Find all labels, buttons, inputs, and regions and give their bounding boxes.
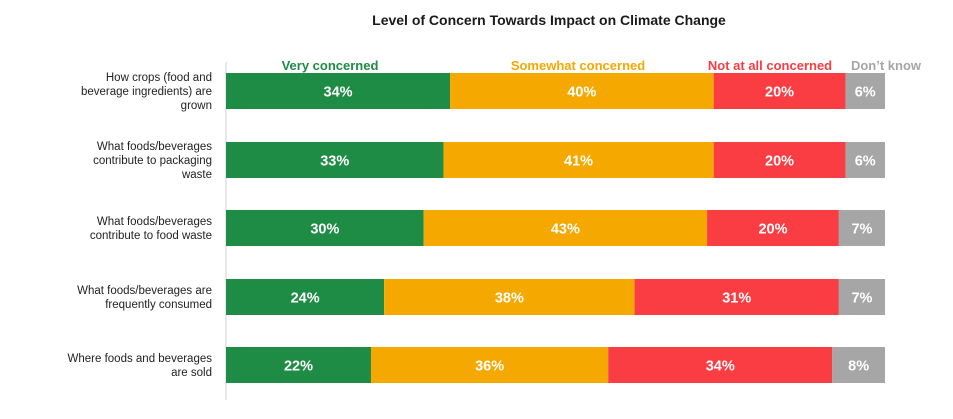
bar-value-label: 20% <box>758 222 787 238</box>
bar-very-concerned-row-2 <box>226 142 444 178</box>
category-label-row-4: What foods/beverages are <box>77 285 212 297</box>
bar-value-label: 34% <box>324 85 353 101</box>
category-label-row-5: Where foods and beverages <box>68 353 213 365</box>
bar-don-t-know-row-5 <box>832 347 885 383</box>
bar-value-label: 40% <box>567 85 596 101</box>
bar-value-label: 7% <box>851 291 872 307</box>
bar-not-at-all-concerned-row-1 <box>713 73 846 109</box>
chart-title: Level of Concern Towards Impact on Clima… <box>372 12 726 28</box>
bar-don-t-know-row-1 <box>845 73 885 109</box>
category-label-row-3: contribute to food waste <box>90 230 212 242</box>
bar-value-label: 36% <box>475 359 504 375</box>
bar-not-at-all-concerned-row-5 <box>608 347 833 383</box>
category-label-row-1: How crops (food and <box>106 72 212 84</box>
bar-somewhat-concerned-row-1 <box>450 73 714 109</box>
bar-value-label: 6% <box>855 154 876 170</box>
category-label-row-2: contribute to packaging <box>93 155 212 167</box>
bar-value-label: 20% <box>765 85 794 101</box>
bar-don-t-know-row-3 <box>838 210 885 246</box>
bar-very-concerned-row-5 <box>226 347 371 383</box>
category-label-row-1: grown <box>181 100 212 112</box>
legend-somewhat-concerned: Somewhat concerned <box>511 58 645 73</box>
legend: Very concerned Somewhat concerned Not at a… <box>282 58 922 73</box>
category-label-row-4: frequently consumed <box>105 299 212 311</box>
bar-very-concerned-row-1 <box>226 73 451 109</box>
bar-value-label: 41% <box>564 154 593 170</box>
bar-not-at-all-concerned-row-3 <box>707 210 839 246</box>
bar-value-label: 30% <box>310 222 339 238</box>
bar-value-label: 20% <box>765 154 794 170</box>
legend-not-at-all-concerned: Not at all concerned <box>708 58 832 73</box>
bar-somewhat-concerned-row-5 <box>370 347 609 383</box>
bar-don-t-know-row-4 <box>838 279 885 315</box>
category-label-row-5: are sold <box>171 367 212 379</box>
bar-value-label: 7% <box>851 222 872 238</box>
bar-value-label: 8% <box>848 359 869 375</box>
bar-not-at-all-concerned-row-2 <box>713 142 846 178</box>
bar-value-label: 38% <box>495 291 524 307</box>
category-label-row-1: beverage ingredients) are <box>81 86 212 98</box>
bar-value-label: 43% <box>551 222 580 238</box>
bar-value-label: 6% <box>855 85 876 101</box>
bar-somewhat-concerned-row-4 <box>384 279 635 315</box>
bar-very-concerned-row-4 <box>226 279 385 315</box>
legend-don-t-know: Don’t know <box>851 58 922 73</box>
bar-somewhat-concerned-row-3 <box>423 210 708 246</box>
bar-value-label: 22% <box>284 359 313 375</box>
bar-somewhat-concerned-row-2 <box>443 142 714 178</box>
bar-value-label: 33% <box>320 154 349 170</box>
bars: 34% 40% 20% 6% 33% 41% 20% 6% 30% 43% 20% 7% 24% 38% 3… <box>226 73 885 383</box>
bar-not-at-all-concerned-row-4 <box>634 279 839 315</box>
bar-don-t-know-row-2 <box>845 142 885 178</box>
bar-value-label: 34% <box>706 359 735 375</box>
bar-value-label: 24% <box>291 291 320 307</box>
category-labels: How crops (food and beverage ingredients)… <box>68 72 213 379</box>
category-label-row-2: What foods/beverages <box>97 141 212 153</box>
legend-very-concerned: Very concerned <box>282 58 379 73</box>
bar-very-concerned-row-3 <box>226 210 424 246</box>
category-label-row-2: waste <box>181 169 212 181</box>
bar-value-label: 31% <box>722 291 751 307</box>
category-label-row-3: What foods/beverages <box>97 216 212 228</box>
